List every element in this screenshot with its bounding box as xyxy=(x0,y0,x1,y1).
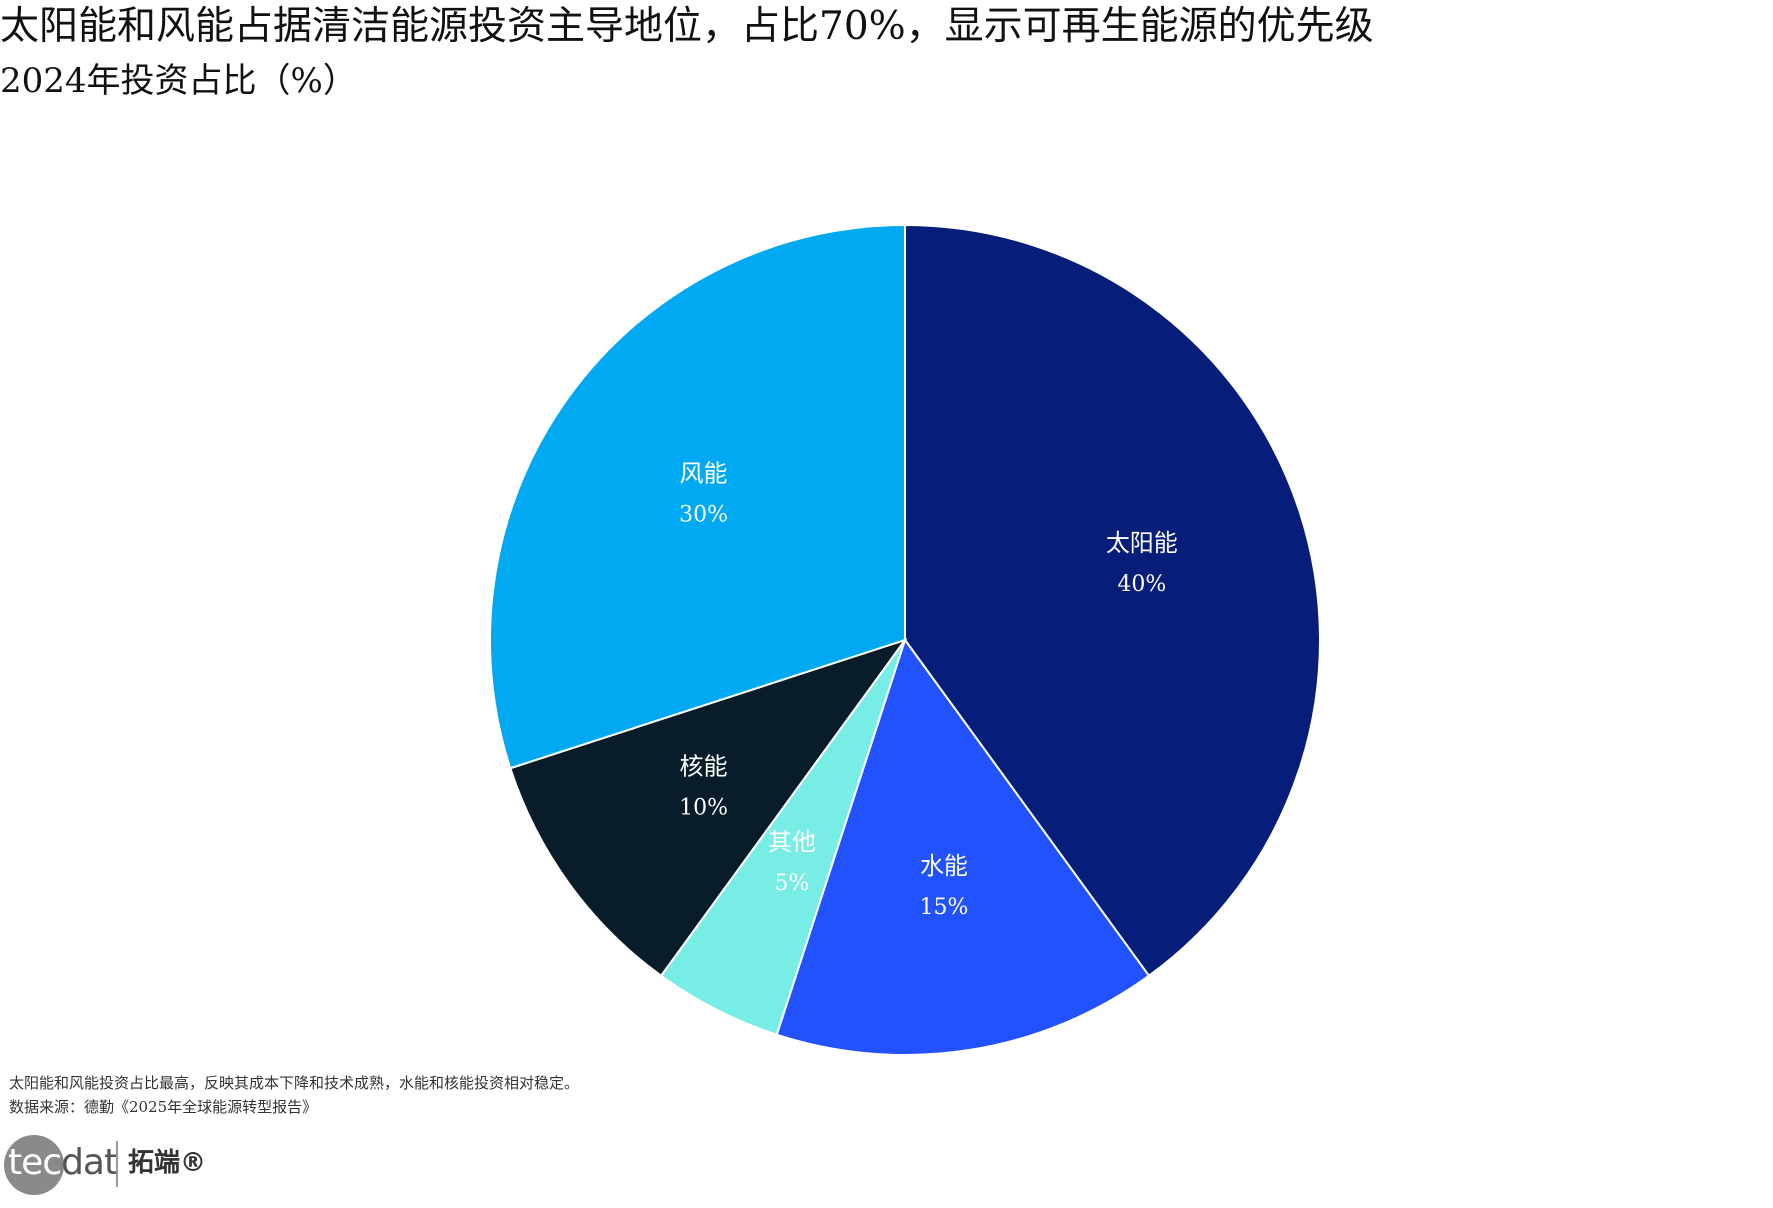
pie-chart: 太阳能 40% 水能 15% 其他 5% 核能 10% 风能 30% xyxy=(489,223,1321,1057)
logo-chinese-name: 拓端® xyxy=(128,1148,207,1178)
logo-wordmark: tecdat xyxy=(8,1141,118,1185)
pie-slice-label: 太阳能 xyxy=(1106,529,1178,557)
data-source: 数据来源：德勤《2025年全球能源转型报告》 xyxy=(9,1098,318,1116)
logo-divider xyxy=(116,1141,118,1187)
pie-slice-label: 水能 xyxy=(920,852,968,880)
logo-wordmark-dark: dat xyxy=(61,1142,118,1183)
chart-note: 太阳能和风能投资占比最高，反映其成本下降和技术成熟，水能和核能投资相对稳定。 xyxy=(9,1074,580,1092)
logo-circle-icon xyxy=(4,1135,64,1195)
logo-wordmark-light: tec xyxy=(8,1142,62,1183)
pie-slice-1 xyxy=(775,637,1151,1057)
pie-slices xyxy=(489,223,1321,1057)
pie-slice-value: 15% xyxy=(919,895,968,920)
pie-slice-4 xyxy=(489,223,906,770)
pie-slice-label: 风能 xyxy=(680,460,728,488)
pie-slice-0 xyxy=(904,223,1321,978)
pie-slice-3 xyxy=(509,638,908,978)
pie-labels: 太阳能 40% 水能 15% 其他 5% 核能 10% 风能 30% xyxy=(679,460,1178,920)
pie-slice-value: 10% xyxy=(679,795,728,820)
pie-slice-value: 5% xyxy=(775,871,810,896)
brand-logo: tecdat 拓端® xyxy=(4,1133,264,1195)
pie-slice-value: 30% xyxy=(679,503,728,528)
chart-subtitle: 2024年投资占比（%） xyxy=(0,61,357,101)
chart-title: 太阳能和风能占据清洁能源投资主导地位，占比70%，显示可再生能源的优先级 xyxy=(0,4,1374,49)
pie-slice-label: 其他 xyxy=(768,828,816,856)
pie-slice-label: 核能 xyxy=(680,752,728,780)
pie-slice-value: 40% xyxy=(1117,572,1166,597)
